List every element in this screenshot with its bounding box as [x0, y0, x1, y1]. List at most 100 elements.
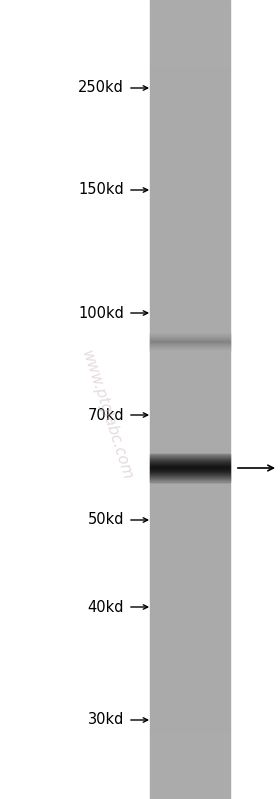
Bar	[150, 361, 230, 364]
Bar	[150, 555, 230, 557]
Bar	[150, 739, 230, 741]
Bar	[150, 702, 230, 703]
Bar	[150, 699, 230, 702]
Bar	[150, 209, 230, 212]
Bar	[150, 380, 230, 381]
Bar	[150, 96, 230, 98]
Bar	[150, 558, 230, 559]
Bar	[150, 22, 230, 24]
Bar	[150, 345, 230, 348]
Bar	[150, 190, 230, 192]
Bar	[150, 44, 230, 46]
Bar	[150, 715, 230, 718]
Bar	[150, 678, 230, 679]
Bar	[150, 781, 230, 783]
Bar	[150, 156, 230, 158]
Bar	[150, 145, 230, 148]
Bar	[150, 137, 230, 140]
Bar	[150, 735, 230, 737]
Bar	[150, 775, 230, 777]
Bar	[150, 547, 230, 550]
Bar	[150, 80, 230, 82]
Bar	[150, 511, 230, 513]
Bar	[150, 98, 230, 100]
Bar	[150, 120, 230, 122]
Bar	[150, 176, 230, 177]
Bar	[150, 296, 230, 297]
Bar	[150, 109, 230, 112]
Bar	[150, 467, 230, 469]
Bar	[150, 635, 230, 638]
Bar	[150, 332, 230, 334]
Bar	[150, 582, 230, 583]
Bar	[150, 68, 230, 70]
Bar	[150, 731, 230, 733]
Bar	[150, 28, 230, 30]
Bar	[150, 711, 230, 713]
Bar	[150, 561, 230, 563]
Bar	[150, 230, 230, 232]
Bar	[150, 292, 230, 293]
Bar	[150, 30, 230, 32]
Text: 30kd: 30kd	[88, 713, 124, 728]
Bar	[150, 285, 230, 288]
Bar	[150, 759, 230, 761]
Bar	[150, 364, 230, 366]
Bar	[150, 32, 230, 34]
Bar	[150, 769, 230, 771]
Bar	[150, 328, 230, 329]
Bar	[150, 150, 230, 152]
Bar	[150, 686, 230, 687]
Bar	[150, 791, 230, 793]
Bar	[150, 153, 230, 156]
Bar	[150, 309, 230, 312]
Bar	[150, 455, 230, 457]
Bar	[150, 679, 230, 681]
Bar	[150, 601, 230, 603]
Bar	[150, 447, 230, 449]
Bar	[150, 499, 230, 502]
Bar	[150, 321, 230, 324]
Bar	[150, 667, 230, 669]
Bar	[150, 133, 230, 136]
Bar	[150, 415, 230, 417]
Bar	[150, 566, 230, 567]
Bar	[150, 233, 230, 236]
Bar	[150, 535, 230, 537]
Bar	[150, 272, 230, 273]
Bar	[150, 166, 230, 168]
Bar	[150, 344, 230, 345]
Bar	[150, 201, 230, 204]
Bar	[150, 575, 230, 577]
Bar	[150, 773, 230, 775]
Bar	[150, 443, 230, 446]
Bar	[150, 625, 230, 627]
Bar	[150, 217, 230, 220]
Bar	[150, 531, 230, 534]
Bar	[150, 374, 230, 376]
Bar	[150, 113, 230, 116]
Bar	[150, 665, 230, 667]
Bar	[150, 463, 230, 465]
Bar	[150, 727, 230, 729]
Bar	[150, 703, 230, 705]
Bar	[150, 405, 230, 407]
Bar	[150, 260, 230, 261]
Bar	[150, 789, 230, 791]
Bar	[150, 12, 230, 14]
Bar	[150, 129, 230, 132]
Bar	[150, 422, 230, 423]
Bar	[150, 46, 230, 48]
Bar	[150, 599, 230, 601]
Bar	[150, 681, 230, 683]
Bar	[150, 317, 230, 320]
Bar	[150, 553, 230, 555]
Bar	[150, 659, 230, 661]
Bar	[150, 725, 230, 727]
Bar	[150, 723, 230, 725]
Bar	[150, 705, 230, 707]
Bar	[150, 785, 230, 787]
Bar	[150, 510, 230, 511]
Bar	[150, 407, 230, 409]
Bar	[150, 264, 230, 265]
